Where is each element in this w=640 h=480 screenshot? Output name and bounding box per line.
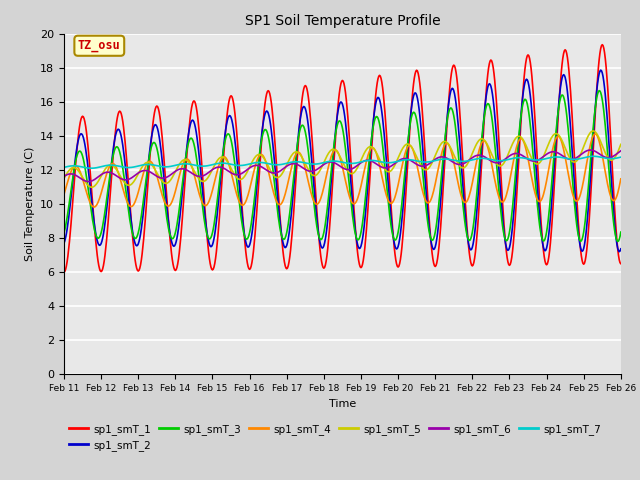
sp1_smT_5 xyxy=(389,166,397,172)
sp1_smT_5 xyxy=(335,151,342,157)
sp1_smT_3 xyxy=(617,229,625,235)
sp1_smT_7 xyxy=(617,154,625,160)
sp1_smT_4 xyxy=(335,151,342,156)
sp1_smT_3 xyxy=(443,120,451,126)
Line: sp1_smT_7: sp1_smT_7 xyxy=(64,156,621,168)
sp1_smT_6 xyxy=(389,162,397,168)
sp1_smT_2 xyxy=(566,114,573,120)
sp1_smT_4 xyxy=(591,131,599,137)
sp1_smT_1 xyxy=(388,216,396,222)
sp1_smT_2 xyxy=(334,109,342,115)
sp1_smT_2 xyxy=(617,246,625,252)
sp1_smT_1 xyxy=(206,261,214,266)
sp1_smT_6 xyxy=(444,156,451,161)
sp1_smT_6 xyxy=(587,147,595,153)
sp1_smT_6 xyxy=(566,156,574,162)
Line: sp1_smT_1: sp1_smT_1 xyxy=(64,45,621,272)
sp1_smT_6 xyxy=(207,168,215,174)
Line: sp1_smT_5: sp1_smT_5 xyxy=(64,131,621,187)
sp1_smT_3 xyxy=(614,239,621,244)
Line: sp1_smT_3: sp1_smT_3 xyxy=(64,91,621,241)
sp1_smT_3 xyxy=(566,144,573,150)
sp1_smT_7 xyxy=(207,162,215,168)
Legend: sp1_smT_1, sp1_smT_2, sp1_smT_3, sp1_smT_4, sp1_smT_5, sp1_smT_6, sp1_smT_7: sp1_smT_1, sp1_smT_2, sp1_smT_3, sp1_smT… xyxy=(69,424,601,451)
sp1_smT_2 xyxy=(182,150,190,156)
sp1_smT_7 xyxy=(389,159,397,165)
sp1_smT_4 xyxy=(207,193,215,199)
sp1_smT_4 xyxy=(444,141,451,146)
sp1_smT_5 xyxy=(88,184,96,190)
sp1_smT_5 xyxy=(566,156,574,162)
sp1_smT_6 xyxy=(85,179,93,184)
sp1_smT_1 xyxy=(443,125,451,131)
Text: TZ_osu: TZ_osu xyxy=(78,39,121,52)
sp1_smT_7 xyxy=(590,154,598,159)
sp1_smT_3 xyxy=(334,120,342,126)
sp1_smT_7 xyxy=(566,156,574,162)
sp1_smT_5 xyxy=(589,128,596,134)
sp1_smT_7 xyxy=(444,156,451,162)
sp1_smT_2 xyxy=(206,243,214,249)
sp1_smT_1 xyxy=(566,78,573,84)
sp1_smT_5 xyxy=(617,142,625,147)
sp1_smT_2 xyxy=(388,223,396,228)
sp1_smT_7 xyxy=(335,158,342,164)
sp1_smT_3 xyxy=(388,228,396,234)
sp1_smT_4 xyxy=(617,176,625,182)
sp1_smT_2 xyxy=(443,118,451,124)
sp1_smT_6 xyxy=(60,173,68,179)
sp1_smT_5 xyxy=(444,140,451,146)
sp1_smT_7 xyxy=(60,165,68,170)
Title: SP1 Soil Temperature Profile: SP1 Soil Temperature Profile xyxy=(244,14,440,28)
sp1_smT_6 xyxy=(183,167,191,173)
sp1_smT_4 xyxy=(566,182,574,188)
Line: sp1_smT_6: sp1_smT_6 xyxy=(64,150,621,181)
sp1_smT_2 xyxy=(616,249,623,254)
sp1_smT_4 xyxy=(389,199,397,205)
sp1_smT_7 xyxy=(183,161,191,167)
sp1_smT_5 xyxy=(207,169,215,175)
sp1_smT_6 xyxy=(617,148,625,154)
sp1_smT_4 xyxy=(90,204,98,210)
sp1_smT_1 xyxy=(598,42,606,48)
sp1_smT_4 xyxy=(60,192,68,197)
sp1_smT_7 xyxy=(87,165,95,171)
sp1_smT_4 xyxy=(183,156,191,162)
sp1_smT_3 xyxy=(595,88,603,94)
sp1_smT_2 xyxy=(60,240,68,246)
sp1_smT_3 xyxy=(206,236,214,241)
sp1_smT_1 xyxy=(60,269,68,275)
sp1_smT_5 xyxy=(60,176,68,181)
sp1_smT_6 xyxy=(335,162,342,168)
sp1_smT_1 xyxy=(334,106,342,111)
sp1_smT_1 xyxy=(617,261,625,266)
sp1_smT_2 xyxy=(597,67,605,73)
sp1_smT_3 xyxy=(60,230,68,236)
Line: sp1_smT_4: sp1_smT_4 xyxy=(64,134,621,207)
Y-axis label: Soil Temperature (C): Soil Temperature (C) xyxy=(24,147,35,261)
Line: sp1_smT_2: sp1_smT_2 xyxy=(64,70,621,252)
sp1_smT_5 xyxy=(183,157,191,163)
sp1_smT_1 xyxy=(182,161,190,167)
X-axis label: Time: Time xyxy=(329,399,356,408)
sp1_smT_3 xyxy=(182,151,190,157)
